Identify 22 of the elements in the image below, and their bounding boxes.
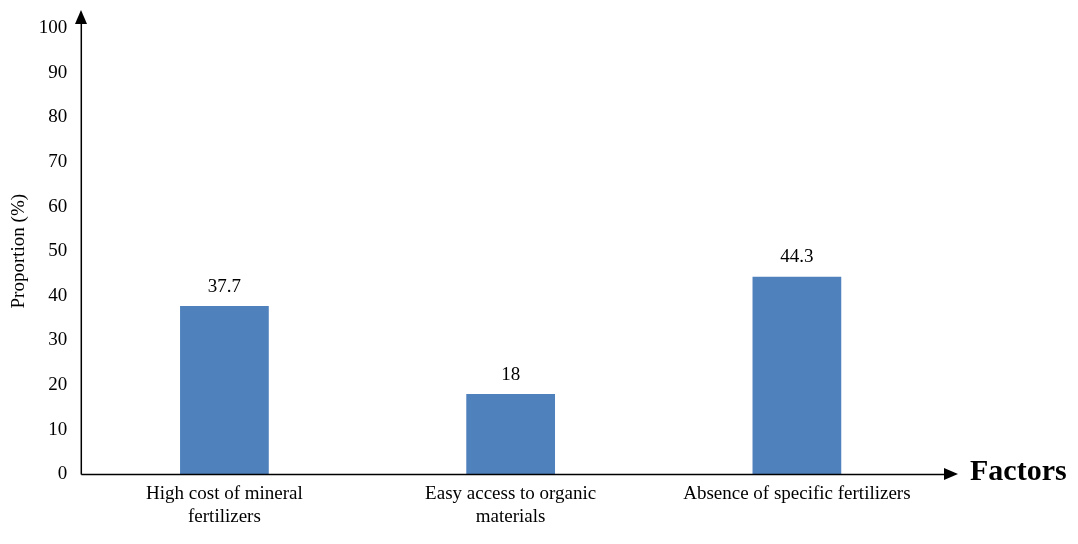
y-tick-label: 50 <box>48 239 68 261</box>
data-label: 18 <box>501 362 521 384</box>
x-axis-title: Factors <box>970 453 1067 487</box>
y-tick-label: 100 <box>38 15 68 37</box>
bar <box>180 306 269 475</box>
x-tick-label: Easy access to organic materials <box>425 481 597 526</box>
y-tick-label: 0 <box>57 462 68 484</box>
y-tick-label: 60 <box>48 194 68 216</box>
y-tick-label: 40 <box>48 283 68 305</box>
y-tick-label: 20 <box>48 373 68 395</box>
bar <box>466 394 556 475</box>
x-tick-label: High cost of mineral fertilizers <box>146 481 303 526</box>
y-tick-label: 70 <box>48 149 68 171</box>
y-tick-label: 90 <box>48 60 68 82</box>
y-tick-label: 10 <box>48 417 68 439</box>
bar <box>752 276 842 475</box>
data-label: 37.7 <box>207 274 242 296</box>
x-tick-label: Absence of specific fertilizers <box>683 481 911 503</box>
data-label: 44.3 <box>780 245 814 267</box>
y-tick-label: 80 <box>48 105 68 127</box>
y-axis-title: Proportion (%) <box>7 193 30 309</box>
y-tick-label: 30 <box>48 328 68 350</box>
